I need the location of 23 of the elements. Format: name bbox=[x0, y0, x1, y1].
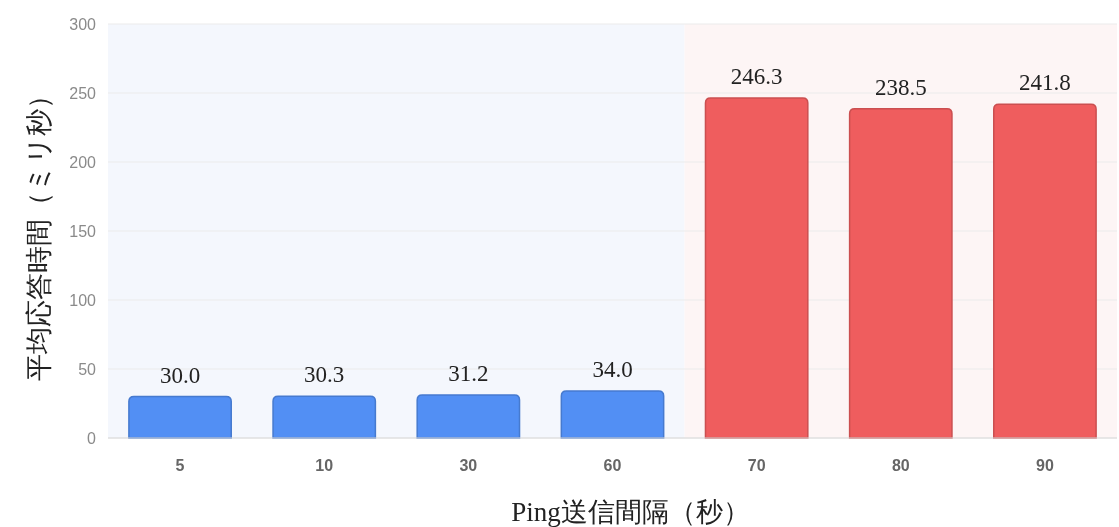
y-axis-title: 平均応答時間（ミリ秒） bbox=[24, 81, 54, 381]
y-tick-label: 250 bbox=[69, 84, 96, 102]
y-tick-label: 300 bbox=[69, 15, 96, 33]
x-axis-title: Ping送信間隔（秒） bbox=[511, 497, 750, 527]
data-label: 246.3 bbox=[730, 64, 783, 90]
x-tick-label: 10 bbox=[315, 457, 334, 474]
data-label: 31.2 bbox=[448, 360, 489, 386]
data-label: 30.0 bbox=[159, 362, 201, 388]
x-tick-label: 5 bbox=[175, 457, 185, 474]
x-tick-label: 80 bbox=[891, 457, 910, 474]
data-label: 238.5 bbox=[874, 74, 927, 100]
x-tick-label: 30 bbox=[459, 457, 478, 474]
y-tick-label: 50 bbox=[78, 360, 96, 378]
y-tick-label: 0 bbox=[87, 429, 96, 447]
data-label: 241.8 bbox=[1019, 70, 1071, 96]
x-tick-label: 60 bbox=[603, 457, 622, 474]
x-tick-label: 90 bbox=[1036, 457, 1054, 474]
y-tick-label: 100 bbox=[69, 291, 96, 309]
y-tick-label: 150 bbox=[69, 222, 96, 240]
data-label: 30.3 bbox=[304, 362, 345, 388]
data-label: 34.0 bbox=[592, 357, 633, 383]
x-tick-label: 70 bbox=[747, 457, 766, 474]
y-tick-label: 200 bbox=[69, 153, 96, 171]
